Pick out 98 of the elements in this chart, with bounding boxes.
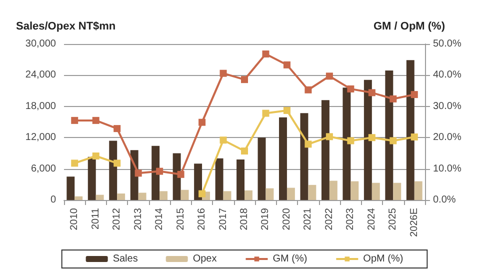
point (71, 116, 78, 124)
y2-tick-label: 0.0% (433, 194, 456, 206)
point (347, 137, 354, 144)
point (71, 160, 78, 167)
point (241, 76, 248, 84)
x-tick-label: 2010 (69, 208, 80, 230)
y-tick-label: 12,000 (25, 132, 56, 144)
x-tick-label: 2016 (196, 208, 208, 230)
y2-tick-label: 30.0% (433, 100, 462, 112)
point (410, 91, 418, 98)
x-tick-label: 2015 (175, 208, 186, 230)
bar (286, 188, 295, 200)
x-tick-label: 2011 (90, 208, 102, 230)
y-tick-label: 18,000 (25, 100, 56, 112)
bar (194, 164, 202, 200)
x-tick-label: 2025 (388, 208, 399, 230)
bar (372, 182, 380, 200)
bar (172, 153, 181, 200)
bar (385, 70, 394, 200)
point (114, 160, 121, 167)
bar (66, 176, 75, 200)
point (198, 118, 206, 126)
bar (74, 196, 83, 200)
bar (279, 117, 287, 200)
bar (266, 188, 274, 200)
x-tick-label: 2014 (154, 208, 166, 230)
y2-tick-label: 20.0% (433, 132, 462, 144)
y2-tick-label: 50.0% (433, 38, 462, 50)
y-tick-label: 0 (50, 194, 56, 206)
x-tick-label: 2013 (132, 208, 144, 230)
point (390, 137, 397, 144)
bar (342, 88, 351, 200)
point (304, 86, 312, 94)
bar (350, 181, 359, 200)
point (177, 170, 184, 178)
bar (152, 146, 160, 200)
y-tick-label: 30,000 (25, 38, 56, 50)
bar (236, 159, 244, 200)
point (390, 95, 397, 102)
y2-tick-label: 10.0% (433, 163, 462, 174)
bar (244, 190, 252, 200)
point (134, 170, 142, 177)
point (262, 110, 270, 117)
point (156, 168, 164, 175)
bar (138, 192, 146, 200)
x-tick-label: 2020 (281, 208, 292, 230)
legend-label: Sales (112, 254, 138, 264)
x-tick-label: 2012 (112, 208, 123, 230)
point (326, 133, 333, 140)
y-tick-label: 6,000 (30, 163, 56, 174)
bar (96, 194, 104, 200)
bar (180, 190, 189, 200)
point (368, 134, 376, 142)
point (92, 116, 100, 124)
bar (414, 181, 422, 200)
point (241, 148, 248, 155)
bar (109, 140, 118, 200)
x-tick-label: 2022 (324, 208, 335, 230)
point (262, 50, 270, 58)
point (410, 133, 418, 140)
point (220, 136, 227, 144)
point (114, 125, 121, 132)
bar (393, 182, 402, 200)
y2-axis-title: GM / OpM (%) (374, 20, 446, 32)
point (92, 152, 100, 160)
x-tick-label: 2026E (408, 208, 420, 237)
point (347, 85, 354, 92)
bar (300, 113, 308, 200)
y-axis-title: Sales/Opex NT$mn (16, 20, 116, 32)
bar (117, 194, 126, 200)
x-tick-label: 2019 (260, 208, 272, 230)
bar (258, 138, 266, 200)
x-tick-label: 2023 (345, 208, 356, 230)
point (304, 140, 312, 148)
bar (160, 191, 168, 200)
bar (308, 184, 316, 200)
x-tick-label: 2018 (239, 208, 250, 230)
bar (329, 180, 338, 200)
y-tick-label: 24,000 (25, 70, 56, 81)
legend-label: Opex (192, 254, 217, 264)
x-tick-label: 2017 (218, 208, 229, 230)
point (283, 106, 290, 114)
point (220, 70, 227, 77)
legend-label: OpM (%) (363, 254, 404, 264)
y2-tick-label: 40.0% (433, 70, 462, 81)
x-tick-label: 2021 (302, 208, 314, 230)
x-tick-label: 2024 (366, 208, 378, 230)
point (326, 72, 333, 80)
bar (364, 80, 372, 200)
legend-label: GM (%) (272, 254, 308, 264)
point (368, 89, 376, 96)
bar (223, 191, 232, 200)
bar (215, 158, 224, 200)
point (283, 61, 290, 68)
bar (406, 60, 414, 200)
bar (321, 100, 330, 200)
bar (88, 156, 96, 200)
point (198, 190, 206, 198)
